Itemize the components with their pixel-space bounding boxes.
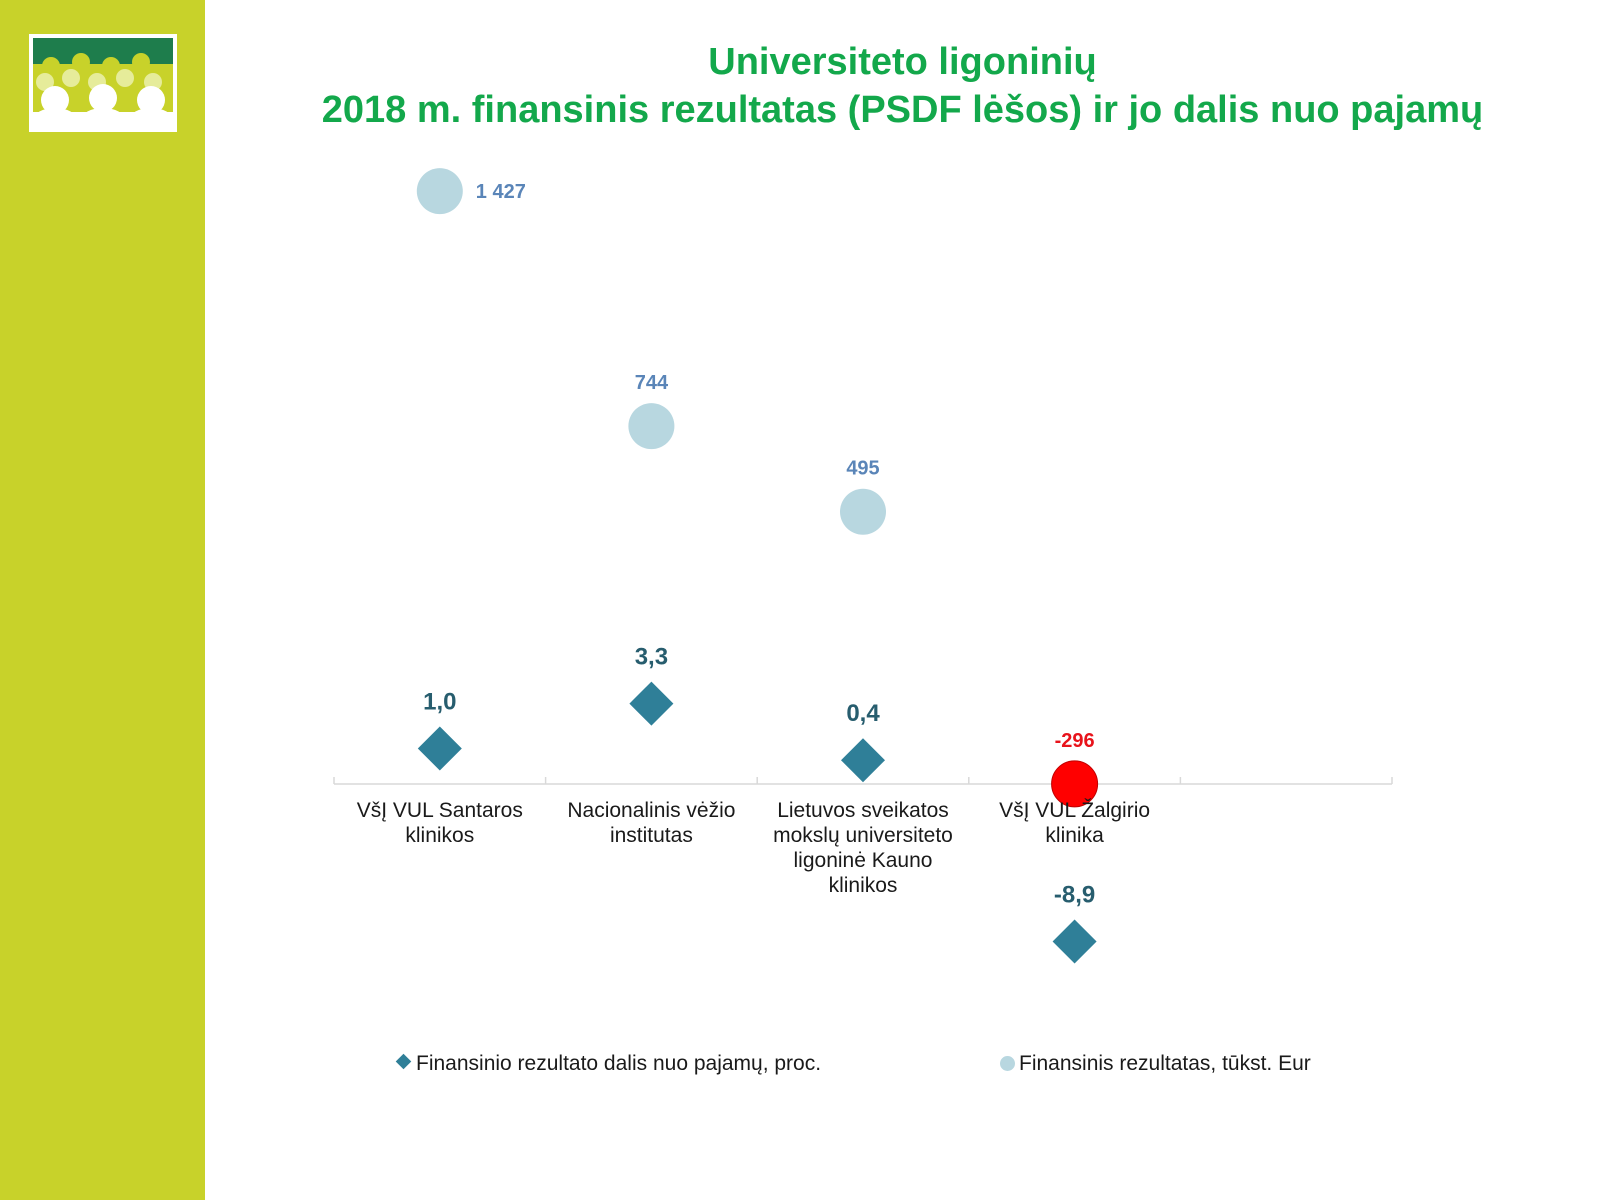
legend-item-circle: Finansinis rezultatas, tūkst. Eur (1000, 1052, 1311, 1076)
diamond-point (1052, 919, 1097, 964)
diamond-legend-icon (395, 1053, 412, 1070)
circle-data-label: -296 (1055, 730, 1095, 752)
circle-point (416, 168, 463, 215)
circle-point (840, 488, 886, 535)
category-label: VšĮ VUL Santaros klinikos (356, 799, 523, 847)
circle-data-label: 1 427 (476, 181, 526, 203)
circle-point (1051, 760, 1099, 808)
category-label: Nacionalinis vėžio institutas (567, 799, 736, 847)
slide-title: Universiteto ligoninių 2018 m. finansini… (205, 38, 1600, 134)
legend-label-result: Finansinis rezultatas, tūkst. Eur (1019, 1052, 1311, 1075)
circle-data-label: 495 (846, 458, 879, 480)
diamond-data-label: 1,0 (423, 689, 456, 716)
diamond-point (417, 726, 462, 771)
legend-item-diamond: Finansinio rezultato dalis nuo pajamų, p… (395, 1052, 822, 1076)
legend-label-share: Finansinio rezultato dalis nuo pajamų, p… (416, 1052, 822, 1075)
category-label: Lietuvos sveikatos mokslų universiteto l… (773, 799, 953, 897)
circle-data-label: 744 (635, 372, 669, 394)
title-line-1: Universiteto ligoninių (708, 41, 1097, 83)
diamond-data-label: -8,9 (1054, 882, 1095, 909)
category-label: VšĮ VUL Žalgirio klinika (999, 799, 1151, 847)
diamond-point (841, 738, 885, 783)
circle-point (628, 403, 675, 450)
title-line-2: 2018 m. finansinis rezultatas (PSDF lėšo… (321, 89, 1484, 131)
diamond-data-label: 0,4 (846, 700, 880, 727)
diamond-data-label: 3,3 (635, 644, 668, 671)
sidebar-band (0, 0, 205, 1200)
diamond-point (629, 681, 674, 726)
circle-legend-icon (1000, 1056, 1015, 1071)
logo (29, 34, 177, 132)
